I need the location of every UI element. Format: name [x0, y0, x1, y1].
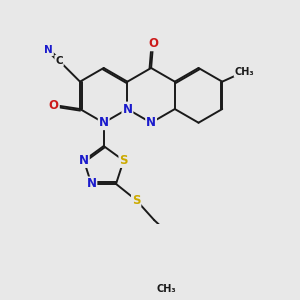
Text: N: N: [44, 45, 53, 55]
Text: C: C: [55, 56, 63, 66]
Text: N: N: [146, 116, 156, 129]
Text: O: O: [148, 37, 158, 50]
Text: CH₃: CH₃: [157, 284, 176, 294]
Text: CH₃: CH₃: [235, 67, 254, 76]
Text: N: N: [122, 103, 132, 116]
Text: O: O: [49, 98, 59, 112]
Text: N: N: [86, 177, 96, 190]
Text: N: N: [79, 154, 89, 167]
Text: S: S: [132, 194, 140, 206]
Text: S: S: [119, 154, 128, 167]
Text: N: N: [99, 116, 109, 129]
